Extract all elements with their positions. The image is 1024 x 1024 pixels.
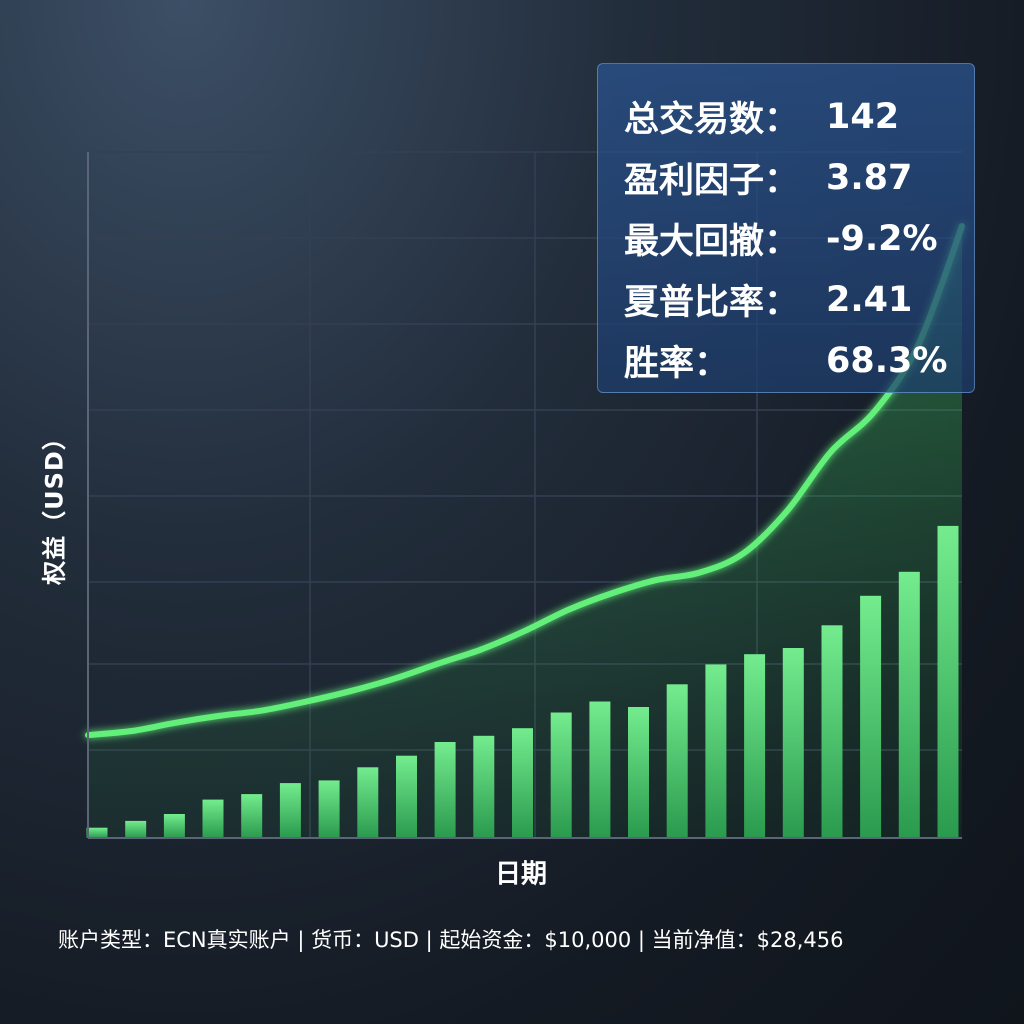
bar (628, 707, 649, 838)
bar (937, 525, 959, 838)
bar (821, 625, 843, 838)
stat-value: 3.87 (826, 157, 913, 198)
bar (125, 820, 147, 838)
bar (898, 571, 920, 838)
stat-value: 2.41 (826, 279, 913, 320)
stat-label: 最大回撤： (624, 222, 800, 262)
bar (434, 742, 456, 838)
stat-win-rate: 胜率： 68.3% (624, 330, 974, 391)
bar (318, 780, 340, 838)
stat-label: 盈利因子： (624, 161, 800, 201)
y-axis-label: 权益（USD） (40, 425, 69, 585)
stat-max-drawdown: 最大回撤： -9.2% (624, 208, 974, 269)
bar (589, 701, 611, 838)
bar (666, 684, 688, 838)
bar (279, 783, 301, 838)
bar (163, 814, 185, 838)
x-axis-label: 日期 (494, 859, 548, 890)
stat-sharpe-ratio: 夏普比率： 2.41 (624, 269, 974, 330)
bar (473, 735, 495, 838)
bar (550, 712, 572, 838)
bar (202, 799, 224, 838)
stat-value: 68.3% (826, 340, 948, 381)
stat-value: 142 (826, 96, 900, 137)
stat-total-trades: 总交易数： 142 (624, 86, 974, 147)
bar (396, 755, 417, 838)
bar-series (86, 525, 959, 838)
bar (86, 827, 108, 838)
bar (357, 767, 379, 838)
equity-area (88, 226, 962, 839)
bar (705, 664, 727, 838)
stat-label: 总交易数： (624, 100, 800, 140)
account-footer: 账户类型：ECN真实账户 | 货币：USD | 起始资金：$10,000 | 当… (58, 928, 844, 952)
bar (860, 595, 882, 838)
stat-label: 夏普比率： (624, 283, 800, 323)
bar (241, 794, 263, 838)
bar (744, 654, 766, 838)
stats-panel: 总交易数： 142 盈利因子： 3.87 最大回撤： -9.2% 夏普比率： 2… (597, 63, 975, 393)
bar (782, 648, 804, 838)
stat-profit-factor: 盈利因子： 3.87 (624, 147, 974, 208)
equity-line (85, 223, 965, 739)
stat-label: 胜率： (624, 344, 730, 384)
stat-value: -9.2% (826, 218, 938, 259)
bar (512, 728, 533, 838)
